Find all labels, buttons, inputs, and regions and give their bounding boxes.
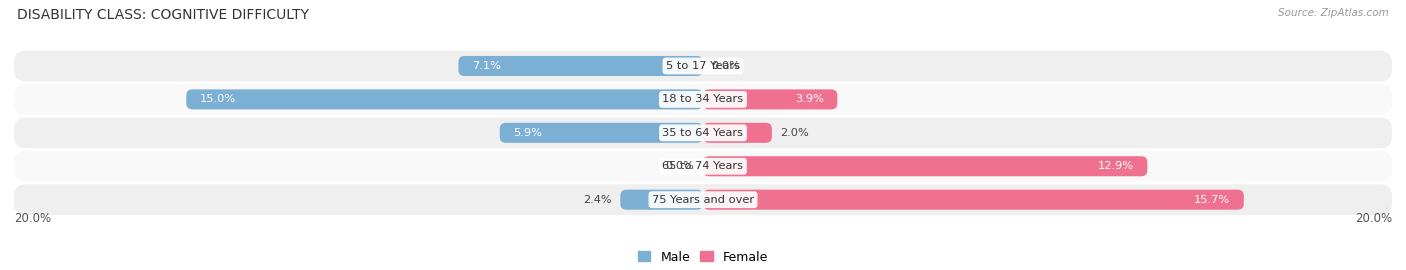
- Text: 12.9%: 12.9%: [1098, 161, 1133, 171]
- Text: 0.0%: 0.0%: [665, 161, 695, 171]
- FancyBboxPatch shape: [14, 50, 1392, 81]
- FancyBboxPatch shape: [14, 117, 1392, 148]
- FancyBboxPatch shape: [14, 151, 1392, 182]
- Text: 3.9%: 3.9%: [794, 94, 824, 104]
- Text: Source: ZipAtlas.com: Source: ZipAtlas.com: [1278, 8, 1389, 18]
- Text: 65 to 74 Years: 65 to 74 Years: [662, 161, 744, 171]
- FancyBboxPatch shape: [14, 184, 1392, 215]
- Text: 2.4%: 2.4%: [583, 195, 612, 205]
- Text: 0.0%: 0.0%: [711, 61, 741, 71]
- Text: 35 to 64 Years: 35 to 64 Years: [662, 128, 744, 138]
- Text: 20.0%: 20.0%: [14, 212, 51, 225]
- Text: 15.7%: 15.7%: [1194, 195, 1230, 205]
- FancyBboxPatch shape: [499, 123, 703, 143]
- Text: 5.9%: 5.9%: [513, 128, 543, 138]
- Text: DISABILITY CLASS: COGNITIVE DIFFICULTY: DISABILITY CLASS: COGNITIVE DIFFICULTY: [17, 8, 309, 22]
- Legend: Male, Female: Male, Female: [638, 251, 768, 264]
- FancyBboxPatch shape: [620, 190, 703, 210]
- Text: 5 to 17 Years: 5 to 17 Years: [666, 61, 740, 71]
- FancyBboxPatch shape: [703, 156, 1147, 176]
- FancyBboxPatch shape: [703, 190, 1244, 210]
- Text: 75 Years and over: 75 Years and over: [652, 195, 754, 205]
- Text: 15.0%: 15.0%: [200, 94, 236, 104]
- Text: 7.1%: 7.1%: [472, 61, 501, 71]
- FancyBboxPatch shape: [703, 89, 838, 109]
- FancyBboxPatch shape: [458, 56, 703, 76]
- Text: 2.0%: 2.0%: [780, 128, 810, 138]
- Text: 20.0%: 20.0%: [1355, 212, 1392, 225]
- FancyBboxPatch shape: [703, 123, 772, 143]
- Text: 18 to 34 Years: 18 to 34 Years: [662, 94, 744, 104]
- FancyBboxPatch shape: [186, 89, 703, 109]
- FancyBboxPatch shape: [14, 84, 1392, 115]
